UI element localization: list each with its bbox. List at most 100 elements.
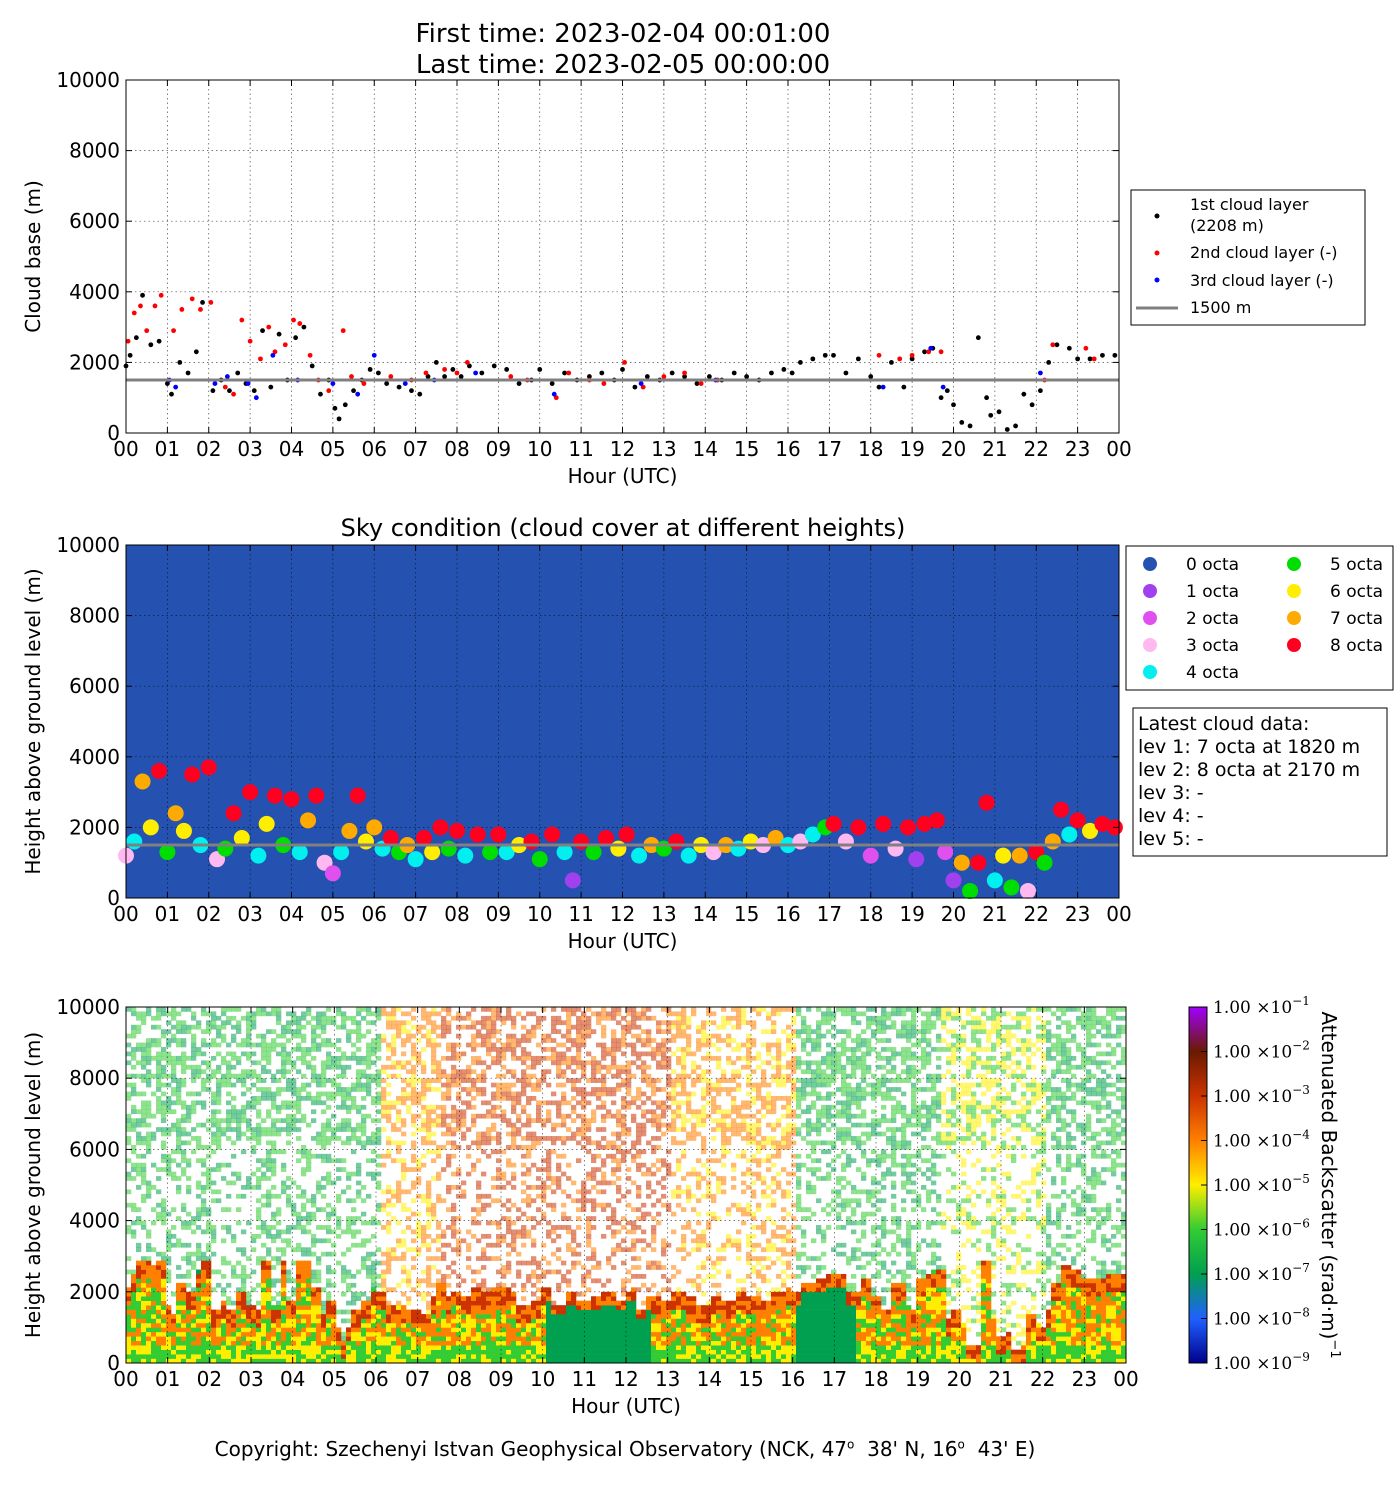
- layer3-point: [880, 384, 886, 390]
- backscatter-cell: [481, 1024, 487, 1030]
- backscatter-cell: [321, 1309, 327, 1315]
- octa-point: [1069, 812, 1086, 829]
- backscatter-cell: [541, 1354, 547, 1359]
- y-tick-label: 6000: [69, 674, 120, 698]
- backscatter-cell: [301, 1331, 307, 1337]
- backscatter-cell: [296, 1287, 302, 1293]
- backscatter-cell: [216, 1091, 222, 1097]
- backscatter-cell: [156, 1024, 162, 1030]
- backscatter-cell: [131, 1296, 137, 1301]
- header-first-time: First time: 2023-02-04 00:01:00: [416, 19, 831, 49]
- backscatter-cell: [506, 1336, 512, 1342]
- backscatter-cell: [166, 1020, 172, 1026]
- backscatter-cell: [206, 1144, 212, 1150]
- backscatter-cell: [606, 1180, 612, 1186]
- backscatter-cell: [286, 1314, 292, 1319]
- backscatter-cell: [196, 1287, 202, 1293]
- backscatter-cell: [571, 1109, 577, 1115]
- layer2-point: [553, 395, 559, 401]
- backscatter-cell: [301, 1073, 307, 1079]
- backscatter-cell: [486, 1136, 492, 1141]
- backscatter-cell: [531, 1322, 537, 1328]
- backscatter-cell: [206, 1260, 212, 1266]
- backscatter-cell: [336, 1345, 342, 1350]
- backscatter-cell: [141, 1358, 147, 1364]
- backscatter-cell: [126, 1033, 132, 1039]
- backscatter-cell: [571, 1082, 577, 1088]
- backscatter-cell: [601, 1055, 607, 1061]
- backscatter-cell: [506, 1216, 512, 1221]
- backscatter-cell: [531, 1033, 537, 1039]
- backscatter-cell: [371, 1149, 377, 1155]
- backscatter-cell: [616, 1242, 622, 1248]
- layer1-point: [1037, 388, 1043, 394]
- backscatter-cell: [236, 1042, 242, 1048]
- backscatter-cell: [421, 1007, 427, 1012]
- backscatter-cell: [461, 1340, 467, 1346]
- backscatter-cell: [181, 1064, 187, 1070]
- backscatter-cell: [411, 1345, 417, 1350]
- backscatter-cell: [426, 1269, 432, 1275]
- backscatter-cell: [606, 1345, 612, 1350]
- backscatter-cell: [591, 1225, 597, 1230]
- backscatter-cell: [311, 1109, 317, 1115]
- backscatter-cell: [316, 1020, 322, 1026]
- backscatter-cell: [286, 1296, 292, 1301]
- x-tick-label: 00: [113, 437, 138, 461]
- backscatter-cell: [136, 1162, 142, 1168]
- backscatter-cell: [561, 1225, 567, 1230]
- legend-frame: [1130, 189, 1366, 326]
- backscatter-cell: [276, 1069, 282, 1075]
- backscatter-cell: [306, 1162, 312, 1168]
- backscatter-cell: [186, 1331, 192, 1337]
- backscatter-cell: [446, 1282, 452, 1288]
- backscatter-cell: [586, 1140, 592, 1146]
- backscatter-cell: [396, 1349, 402, 1355]
- backscatter-cell: [301, 1167, 307, 1172]
- backscatter-cell: [266, 1051, 272, 1057]
- backscatter-cell: [156, 1109, 162, 1115]
- backscatter-cell: [136, 1345, 142, 1350]
- backscatter-cell: [491, 1358, 497, 1364]
- backscatter-cell: [436, 1256, 442, 1261]
- backscatter-cell: [351, 1096, 357, 1101]
- backscatter-cell: [216, 1314, 222, 1319]
- backscatter-cell: [236, 1322, 242, 1328]
- backscatter-cell: [301, 1340, 307, 1346]
- backscatter-cell: [181, 1140, 187, 1146]
- octa-point: [200, 759, 217, 776]
- backscatter-cell: [216, 1015, 222, 1021]
- backscatter-cell: [316, 1011, 322, 1017]
- backscatter-cell: [596, 1167, 602, 1172]
- backscatter-cell: [566, 1354, 572, 1359]
- backscatter-cell: [216, 1198, 222, 1204]
- backscatter-cell: [136, 1073, 142, 1079]
- backscatter-cell: [256, 1131, 262, 1137]
- backscatter-cell: [126, 1349, 132, 1355]
- backscatter-cell: [556, 1104, 562, 1110]
- backscatter-cell: [161, 1118, 167, 1123]
- backscatter-cell: [356, 1216, 362, 1221]
- backscatter-cell: [511, 1282, 517, 1288]
- backscatter-cell: [566, 1015, 572, 1021]
- backscatter-cell: [526, 1051, 532, 1057]
- backscatter-cell: [241, 1314, 247, 1319]
- backscatter-cell: [256, 1211, 262, 1217]
- backscatter-cell: [571, 1042, 577, 1048]
- backscatter-cell: [536, 1109, 542, 1115]
- backscatter-cell: [601, 1291, 607, 1297]
- backscatter-cell: [551, 1136, 557, 1141]
- backscatter-cell: [126, 1007, 132, 1012]
- octa-legend-marker: [1143, 584, 1157, 598]
- backscatter-cell: [321, 1073, 327, 1079]
- backscatter-cell: [396, 1305, 402, 1310]
- backscatter-cell: [226, 1300, 232, 1306]
- backscatter-cell: [521, 1082, 527, 1088]
- backscatter-cell: [436, 1064, 442, 1070]
- backscatter-cell: [471, 1096, 477, 1101]
- backscatter-cell: [601, 1314, 607, 1319]
- backscatter-cell: [451, 1131, 457, 1137]
- backscatter-cell: [151, 1318, 157, 1324]
- backscatter-cell: [276, 1300, 282, 1306]
- backscatter-cell: [476, 1198, 482, 1204]
